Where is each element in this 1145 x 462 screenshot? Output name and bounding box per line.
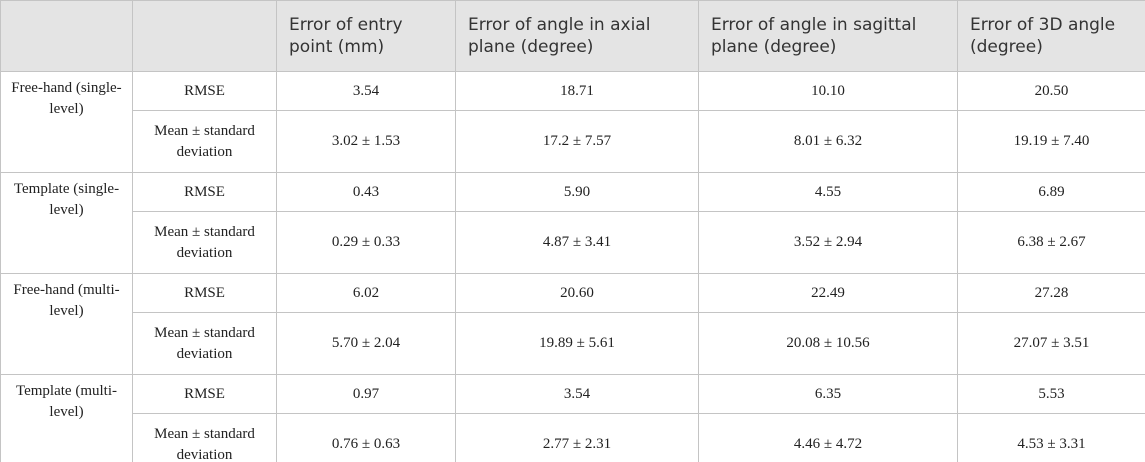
value-cell: 0.97 — [276, 374, 456, 414]
metric-label: RMSE — [132, 273, 277, 313]
table-row: Free-hand (multi-level) RMSE 6.02 20.60 22.4… — [0, 273, 1145, 375]
value-cell: 6.02 — [276, 273, 456, 313]
value-cell: 3.52 ± 2.94 — [698, 211, 958, 274]
value-cell: 19.19 ± 7.40 — [957, 110, 1145, 173]
value-cell: 20.60 — [455, 273, 699, 313]
value-cell: 2.77 ± 2.31 — [455, 413, 699, 462]
metric-label: RMSE — [132, 374, 277, 414]
value-cell: 6.35 — [698, 374, 958, 414]
table-row: Mean ± standard deviation 0.29 ± 0.33 4.87… — [1, 211, 1145, 274]
value-cell: 4.46 ± 4.72 — [698, 413, 958, 462]
header-cell: Error of angle in axial plane (degree) — [455, 0, 699, 72]
metric-label: RMSE — [132, 172, 277, 212]
value-cell: 0.43 — [276, 172, 456, 212]
value-cell: 20.08 ± 10.56 — [698, 312, 958, 375]
table-row: Mean ± standard deviation 3.02 ± 1.53 17.2… — [1, 110, 1145, 173]
value-cell: 3.02 ± 1.53 — [276, 110, 456, 173]
table-row: Mean ± standard deviation 5.70 ± 2.04 19.8… — [1, 312, 1145, 375]
metric-label: RMSE — [132, 71, 277, 111]
value-cell: 27.07 ± 3.51 — [957, 312, 1145, 375]
value-cell: 0.76 ± 0.63 — [276, 413, 456, 462]
value-cell: 4.87 ± 3.41 — [455, 211, 699, 274]
metric-label: Mean ± standard deviation — [132, 110, 277, 173]
value-cell: 18.71 — [455, 71, 699, 111]
header-cell: Error of 3D angle (degree) — [957, 0, 1145, 72]
value-cell: 0.29 ± 0.33 — [276, 211, 456, 274]
value-cell: 19.89 ± 5.61 — [455, 312, 699, 375]
table-row: Free-hand (single-level) RMSE 3.54 18.71 10.… — [0, 71, 1145, 173]
value-cell: 4.53 ± 3.31 — [957, 413, 1145, 462]
header-cell: Error of entry point (mm) — [276, 0, 456, 72]
metric-label: Mean ± standard deviation — [132, 211, 277, 274]
table-row: Template (single-level) RMSE 0.43 5.90 4.55 6… — [0, 172, 1145, 274]
value-cell: 22.49 — [698, 273, 958, 313]
value-cell: 6.89 — [957, 172, 1145, 212]
header-row: Error of entry point (mm) Error of angle … — [0, 0, 1145, 72]
header-cell — [0, 0, 133, 72]
value-cell: 17.2 ± 7.57 — [455, 110, 699, 173]
value-cell: 8.01 ± 6.32 — [698, 110, 958, 173]
value-cell: 5.53 — [957, 374, 1145, 414]
value-cell: 3.54 — [455, 374, 699, 414]
table-row: Template (multi-level) RMSE 0.97 3.54 6.35 5.… — [0, 374, 1145, 462]
value-cell: 6.38 ± 2.67 — [957, 211, 1145, 274]
group-label: Free-hand (single-level) — [0, 71, 133, 173]
value-cell: 5.70 ± 2.04 — [276, 312, 456, 375]
group-label: Free-hand (multi-level) — [0, 273, 133, 375]
value-cell: 3.54 — [276, 71, 456, 111]
value-cell: 20.50 — [957, 71, 1145, 111]
value-cell: 5.90 — [455, 172, 699, 212]
value-cell: 27.28 — [957, 273, 1145, 313]
value-cell: 4.55 — [698, 172, 958, 212]
value-cell: 10.10 — [698, 71, 958, 111]
header-cell — [132, 0, 277, 72]
table-row: Mean ± standard deviation 0.76 ± 0.63 2.77… — [1, 413, 1145, 462]
group-label: Template (multi-level) — [0, 374, 133, 462]
header-cell: Error of angle in sagittal plane (degree… — [698, 0, 958, 72]
group-label: Template (single-level) — [0, 172, 133, 274]
metric-label: Mean ± standard deviation — [132, 413, 277, 462]
metric-label: Mean ± standard deviation — [132, 312, 277, 375]
